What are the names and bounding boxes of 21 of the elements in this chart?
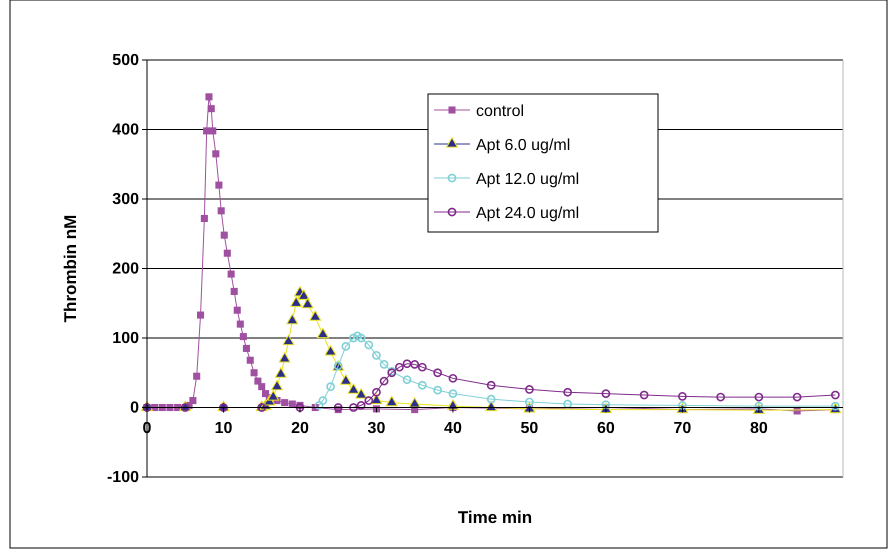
legend-label: Apt 6.0 ug/ml <box>476 137 570 154</box>
y-tick-label: 500 <box>112 52 140 70</box>
x-tick-label: 50 <box>520 420 538 438</box>
y-tick-label: 200 <box>112 260 140 278</box>
y-tick-label: 100 <box>112 330 140 348</box>
y-tick-label: -100 <box>106 469 140 486</box>
x-tick-label: 10 <box>214 420 232 438</box>
legend-label: control <box>476 103 524 120</box>
x-tick-label: 40 <box>444 420 462 438</box>
x-axis-title: Time min <box>458 508 532 527</box>
y-tick-label: 0 <box>130 400 140 417</box>
y-tick-label: 400 <box>112 122 140 139</box>
x-tick-label: 70 <box>673 420 692 438</box>
x-tick-label: 60 <box>597 420 615 438</box>
y-tick-label: 300 <box>112 191 140 208</box>
x-tick-label: 20 <box>291 420 309 438</box>
legend-label: Apt 24.0 ug/ml <box>476 205 580 222</box>
x-tick-label: 30 <box>368 420 386 438</box>
y-axis-title: Thrombin nM <box>61 214 80 322</box>
legend-label: Apt 12.0 ug/ml <box>476 171 580 188</box>
x-tick-label: 80 <box>750 420 768 438</box>
